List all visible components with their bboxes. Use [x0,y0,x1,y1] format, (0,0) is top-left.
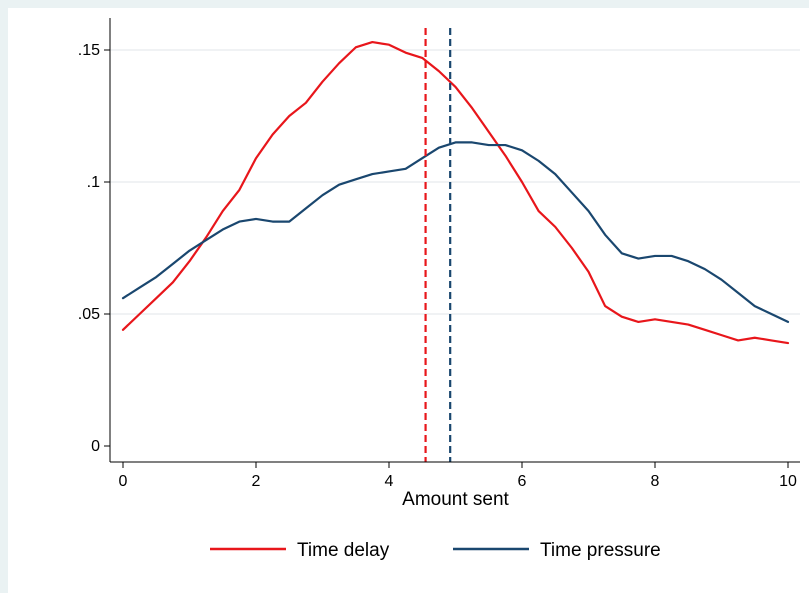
y-tick-label: .05 [78,306,100,323]
legend-label-time-pressure: Time pressure [540,540,661,561]
x-tick-label: 0 [119,473,128,490]
series-line-time-pressure [121,141,790,324]
x-tick-label: 8 [651,473,660,490]
y-tick-label: .15 [78,42,100,59]
grid-layer [110,49,800,315]
series-line-time-delay [121,40,790,345]
legend-label-time-delay: Time delay [297,540,390,561]
axis-layer [109,18,800,463]
x-tick-label: 10 [779,473,797,490]
series-layer [121,40,790,345]
ticks-layer: 0 .05 .1 .15 0 2 4 6 8 10 [78,42,797,490]
reference-lines-layer [424,28,452,462]
y-tick-label: .1 [87,174,100,191]
legend: Time delay Time pressure [210,540,661,561]
figure-panel [8,8,809,593]
x-tick-label: 2 [252,473,261,490]
x-tick-label: 4 [385,473,394,490]
y-tick-label: 0 [91,438,100,455]
x-axis-title: Amount sent [402,489,509,510]
x-tick-label: 6 [518,473,527,490]
